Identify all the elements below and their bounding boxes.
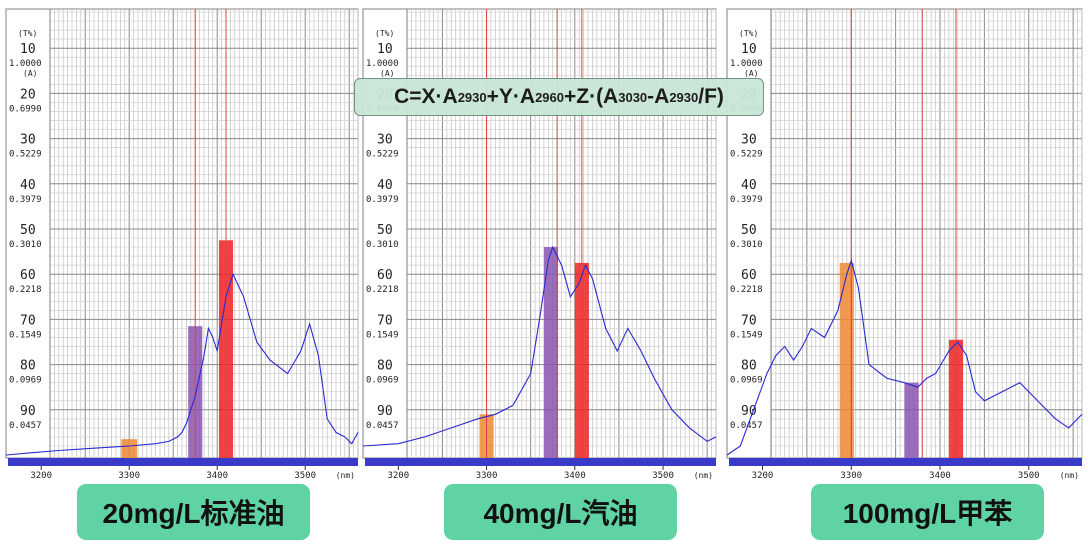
formula-subscript-3: 3030: [618, 89, 648, 105]
formula-prefix: C=X·A: [394, 85, 458, 108]
absorbance-unit: (A): [380, 69, 394, 78]
transmittance-tick: 30: [20, 133, 36, 148]
transmittance-tick: 60: [741, 268, 757, 283]
formula-suffix: /F): [698, 85, 724, 108]
absorbance-tick: 0.3979: [9, 195, 42, 205]
x-unit: (nm): [1060, 471, 1079, 480]
transmittance-tick: 50: [377, 223, 393, 238]
absorbance-tick: 0.1549: [366, 330, 399, 340]
transmittance-tick: 60: [377, 268, 393, 283]
absorbance-tick: 0.5229: [366, 150, 399, 160]
x-unit: (nm): [694, 471, 713, 480]
x-tick-label: 3500: [294, 471, 316, 481]
transmittance-tick: 30: [741, 133, 757, 148]
regression-formula: C=X·A 2930 +Y·A 2960 +Z·(A 3030 -A 2930/F): [354, 78, 764, 116]
absorbance-tick: 0.2218: [366, 285, 399, 295]
absorbance-tick: 0.0969: [9, 376, 42, 386]
absorbance-tick: 0.5229: [9, 150, 42, 160]
x-tick-label: 3400: [206, 471, 228, 481]
transmittance-tick: 50: [741, 223, 757, 238]
baseline-bar: [365, 458, 716, 466]
absorbance-tick: 1.0000: [9, 59, 42, 69]
formula-mid-1: +Y·A: [486, 85, 536, 108]
highlight-bar-orange: [839, 262, 854, 458]
absorbance-tick: 0.0969: [366, 376, 399, 386]
sample-label-3: 100mg/L甲苯: [811, 484, 1044, 540]
formula-mid-3: -A: [647, 85, 670, 108]
transmittance-tick: 40: [741, 178, 757, 193]
transmittance-tick: 40: [20, 178, 36, 193]
absorbance-tick: 0.0457: [366, 421, 399, 431]
transmittance-unit: (T%): [739, 29, 758, 38]
absorbance-tick: 0.3979: [366, 195, 399, 205]
x-tick-label: 3300: [840, 471, 862, 481]
formula-subscript-2: 2960: [535, 89, 564, 105]
spectrum-panel-1: (T%) (A) 10 1.0000 20 0.6990 30 0.5229 40 0.3979 5…: [5, 8, 359, 481]
x-tick-label: 3300: [476, 471, 498, 481]
sample-label-1: 20mg/L标准油: [77, 484, 310, 540]
transmittance-tick: 80: [377, 359, 393, 374]
transmittance-tick: 30: [377, 133, 393, 148]
spectrum-curve: [726, 258, 1083, 456]
sample-label-2: 40mg/L汽油: [444, 484, 677, 540]
transmittance-tick: 70: [20, 313, 36, 328]
transmittance-tick: 80: [741, 359, 757, 374]
formula-mid-2: +Z·(A: [563, 85, 619, 108]
absorbance-tick: 0.3010: [730, 240, 763, 250]
absorbance-tick: 0.1549: [730, 330, 763, 340]
absorbance-tick: 0.2218: [730, 285, 763, 295]
transmittance-tick: 90: [741, 404, 757, 419]
x-unit: (nm): [336, 471, 355, 480]
x-tick-label: 3500: [1018, 471, 1040, 481]
transmittance-tick: 70: [377, 313, 393, 328]
formula-subscript-4: 2930: [669, 89, 699, 105]
absorbance-tick: 0.0457: [730, 421, 763, 431]
x-tick-label: 3300: [118, 471, 140, 481]
x-tick-label: 3400: [564, 471, 586, 481]
absorbance-unit: (A): [23, 69, 37, 78]
formula-subscript-1: 2930: [457, 89, 487, 105]
highlight-bar-purple: [543, 247, 559, 458]
spectrum-curve: [5, 272, 359, 456]
transmittance-tick: 10: [377, 42, 393, 57]
grid-lines: [770, 9, 1083, 458]
absorbance-tick: 0.0457: [9, 421, 42, 431]
absorbance-tick: 0.3010: [366, 240, 399, 250]
x-tick-label: 3500: [652, 471, 674, 481]
x-tick-label: 3200: [752, 471, 774, 481]
transmittance-tick: 90: [377, 404, 393, 419]
x-tick-label: 3200: [387, 471, 409, 481]
spectrum-panel-3: (T%)(A)101.0000200.6990300.5229400.39795…: [726, 8, 1083, 481]
absorbance-tick: 0.5229: [730, 150, 763, 160]
highlight-bar-orange: [121, 439, 138, 458]
baseline-bar: [729, 458, 1082, 466]
transmittance-tick: 20: [20, 87, 36, 102]
baseline-bar: [8, 458, 358, 466]
spectrum-curve: [362, 245, 717, 447]
transmittance-tick: 90: [20, 404, 36, 419]
highlight-bar-purple: [904, 382, 919, 458]
x-tick-label: 3400: [929, 471, 951, 481]
absorbance-tick: 0.0969: [730, 376, 763, 386]
absorbance-tick: 1.0000: [366, 59, 399, 69]
x-tick-label: 3200: [30, 471, 52, 481]
absorbance-tick: 1.0000: [730, 59, 763, 69]
transmittance-tick: 80: [20, 359, 36, 374]
transmittance-tick: 70: [741, 313, 757, 328]
transmittance-unit: (T%): [375, 29, 394, 38]
transmittance-tick: 10: [741, 42, 757, 57]
absorbance-tick: 0.3010: [9, 240, 42, 250]
absorbance-tick: 0.1549: [9, 330, 42, 340]
transmittance-tick: 10: [20, 42, 36, 57]
transmittance-tick: 40: [377, 178, 393, 193]
absorbance-tick: 0.2218: [9, 285, 42, 295]
absorbance-unit: (A): [744, 69, 758, 78]
transmittance-unit: (T%): [18, 29, 37, 38]
absorbance-tick: 0.3979: [730, 195, 763, 205]
transmittance-tick: 50: [20, 223, 36, 238]
transmittance-tick: 60: [20, 268, 36, 283]
absorbance-tick: 0.6990: [9, 104, 42, 114]
